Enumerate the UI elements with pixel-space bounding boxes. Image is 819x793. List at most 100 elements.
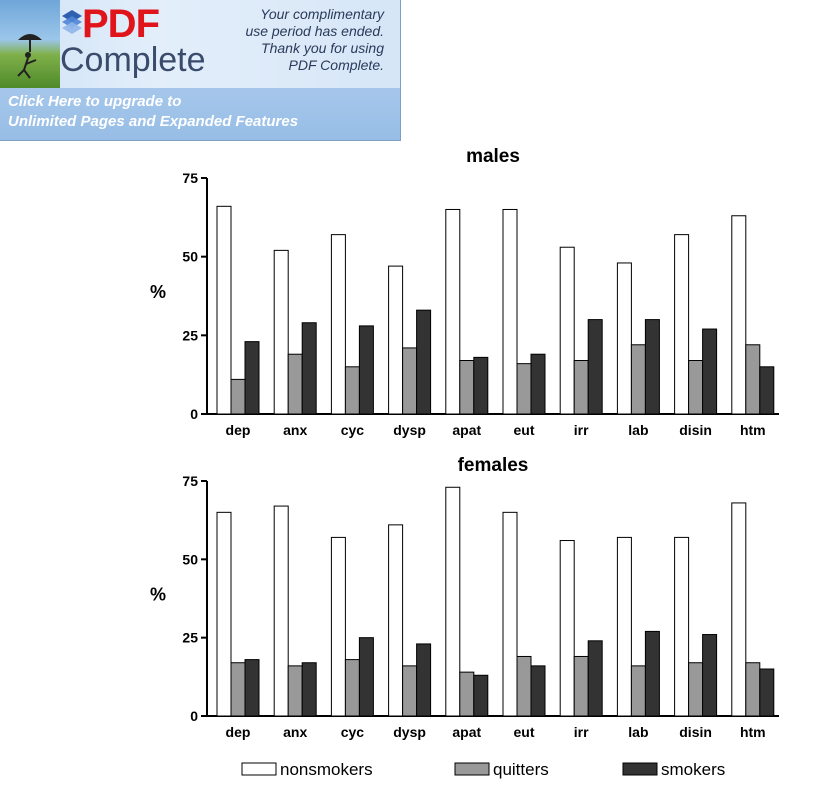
bar-smokers-dep [244,341,260,415]
bar-smokers-anx [301,662,317,717]
bar-nonsmokers-anx [273,249,289,415]
y-tick-label: 0 [190,708,198,724]
upgrade-line-2[interactable]: Unlimited Pages and Expanded Features [8,113,299,130]
legend-swatch-quitters [454,762,490,776]
bar-quitters-irr [573,360,589,415]
x-tick-label: anx [283,724,307,740]
y-tick-label: 75 [182,170,198,186]
upgrade-link[interactable]: Click Here to upgrade to Unlimited Pages… [8,92,298,132]
x-tick-label: anx [283,422,307,438]
bar-nonsmokers-irr [559,246,575,415]
bar-quitters-htm [745,662,761,717]
y-tick-label: 25 [182,327,198,343]
bar-quitters-dysp [402,665,418,717]
layered-diamond-icon [62,10,82,34]
legend-label-smokers: smokers [661,760,725,779]
bar-nonsmokers-cyc [330,234,346,415]
bar-quitters-lab [630,665,646,717]
bar-nonsmokers-htm [731,502,747,717]
x-tick-label: dep [226,724,251,740]
bar-nonsmokers-apat [445,486,461,717]
bar-smokers-irr [587,319,603,415]
bar-quitters-anx [287,665,303,717]
notice-line: use period has ended. [245,23,384,39]
bar-nonsmokers-htm [731,215,747,415]
x-tick-label: disin [679,724,712,740]
bar-quitters-cyc [344,366,360,415]
y-tick-label: 0 [190,406,198,422]
bar-quitters-dep [230,662,246,717]
bar-smokers-dysp [416,643,432,717]
bar-nonsmokers-disin [674,234,690,415]
y-axis-label: % [150,585,166,605]
x-tick-label: dysp [393,724,426,740]
legend-swatch-smokers [622,762,658,776]
x-tick-label: htm [740,724,766,740]
bar-smokers-eut [530,353,546,415]
umbrella-jumper-icon [17,34,42,79]
bar-quitters-irr [573,655,589,717]
bar-nonsmokers-eut [502,208,518,415]
bar-quitters-dysp [402,347,418,415]
notice-line: PDF Complete. [288,57,384,73]
x-tick-label: eut [514,724,535,740]
x-tick-label: apat [452,422,481,438]
bar-quitters-apat [459,360,475,415]
y-tick-label: 75 [182,473,198,489]
bar-nonsmokers-cyc [330,536,346,717]
x-tick-label: eut [514,422,535,438]
bar-smokers-lab [644,319,660,415]
bar-smokers-dep [244,659,260,717]
bar-nonsmokers-apat [445,208,461,415]
bar-smokers-eut [530,665,546,717]
bar-smokers-irr [587,640,603,717]
bar-nonsmokers-lab [616,536,632,717]
bar-smokers-disin [702,328,718,415]
x-tick-label: irr [574,422,589,438]
bar-nonsmokers-dep [216,511,232,717]
bar-smokers-htm [759,366,775,415]
legend-swatch-nonsmokers [241,762,277,776]
chart-title-females: females [458,455,529,476]
x-tick-label: apat [452,724,481,740]
bar-smokers-disin [702,634,718,717]
bar-smokers-apat [473,674,489,717]
y-tick-label: 50 [182,249,198,265]
bar-quitters-apat [459,671,475,717]
x-tick-label: cyc [341,422,365,438]
x-tick-label: cyc [341,724,365,740]
legend-label-quitters: quitters [493,760,549,779]
bar-smokers-cyc [358,637,374,717]
bar-quitters-eut [516,655,532,717]
bar-quitters-eut [516,363,532,415]
bar-quitters-disin [688,360,704,415]
notice-line: Your complimentary [260,6,384,22]
y-axis-label: % [150,282,166,302]
legend-label-nonsmokers: nonsmokers [280,760,373,779]
x-tick-label: htm [740,422,766,438]
bar-quitters-dep [230,378,246,415]
x-tick-label: dep [226,422,251,438]
upgrade-line-1[interactable]: Click Here to upgrade to [8,93,182,110]
x-tick-label: irr [574,724,589,740]
bar-nonsmokers-dysp [388,265,404,415]
bar-nonsmokers-irr [559,540,575,717]
x-tick-label: disin [679,422,712,438]
trial-notice: Your complimentary use period has ended.… [214,6,384,74]
bar-smokers-lab [644,630,660,717]
brand-complete: Complete [60,41,206,79]
chart-title-males: males [466,146,520,167]
bar-nonsmokers-eut [502,511,518,717]
y-tick-label: 50 [182,551,198,567]
bar-quitters-htm [745,344,761,415]
x-tick-label: lab [628,724,648,740]
banner-photo [0,0,60,88]
y-tick-label: 25 [182,630,198,646]
bar-nonsmokers-dep [216,205,232,415]
bar-quitters-anx [287,353,303,415]
pdf-complete-banner[interactable]: PDF Complete Your complimentary use peri… [0,0,401,141]
x-tick-label: lab [628,422,648,438]
bar-nonsmokers-disin [674,536,690,717]
bar-smokers-apat [473,356,489,415]
bar-quitters-lab [630,344,646,415]
